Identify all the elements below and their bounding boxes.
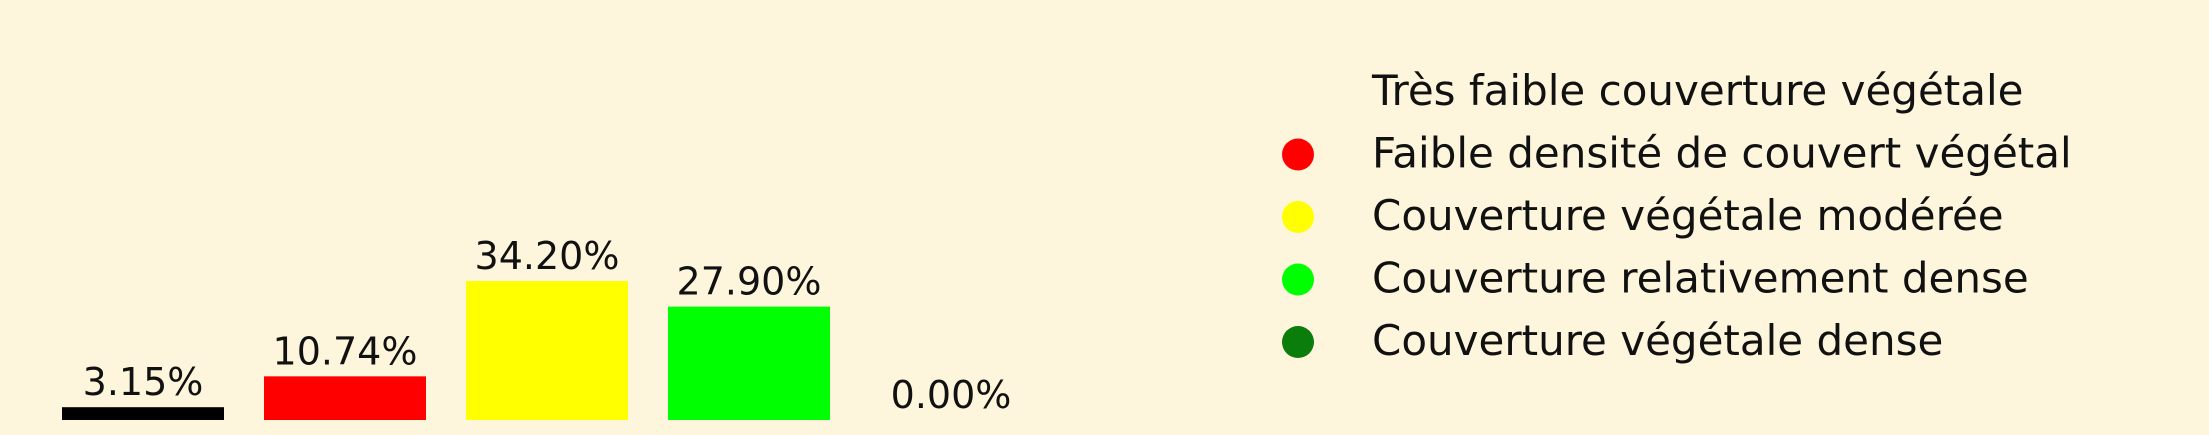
legend-label-4: Couverture relativement dense [1372,254,2029,303]
legend-label-2: Faible densité de couvert végétal [1372,129,2072,178]
bar-value-label-2: 10.74% [273,329,418,373]
legend-label-5: Couverture végétale dense [1372,316,1943,365]
bar-value-label-1: 3.15% [83,360,204,404]
legend-marker-3 [1282,201,1314,233]
bar-1 [62,407,224,420]
legend-marker-4 [1282,263,1314,296]
bars-group: 3.15% 10.74% 34.20% 27.90% 0.00% [62,234,1011,420]
legend-label-3: Couverture végétale modérée [1372,191,2004,240]
legend-marker-5 [1282,326,1314,358]
legend-marker-2 [1282,138,1314,171]
bar-3 [466,281,628,420]
bar-value-label-4: 27.90% [677,260,822,304]
bar-4 [668,306,830,420]
legend-label-1: Très faible couverture végétale [1371,66,2024,115]
bar-value-label-3: 34.20% [475,234,620,278]
bar-2 [264,376,426,420]
bar-value-label-5: 0.00% [891,373,1012,417]
legend: Très faible couverture végétale Faible de… [1282,66,2072,365]
